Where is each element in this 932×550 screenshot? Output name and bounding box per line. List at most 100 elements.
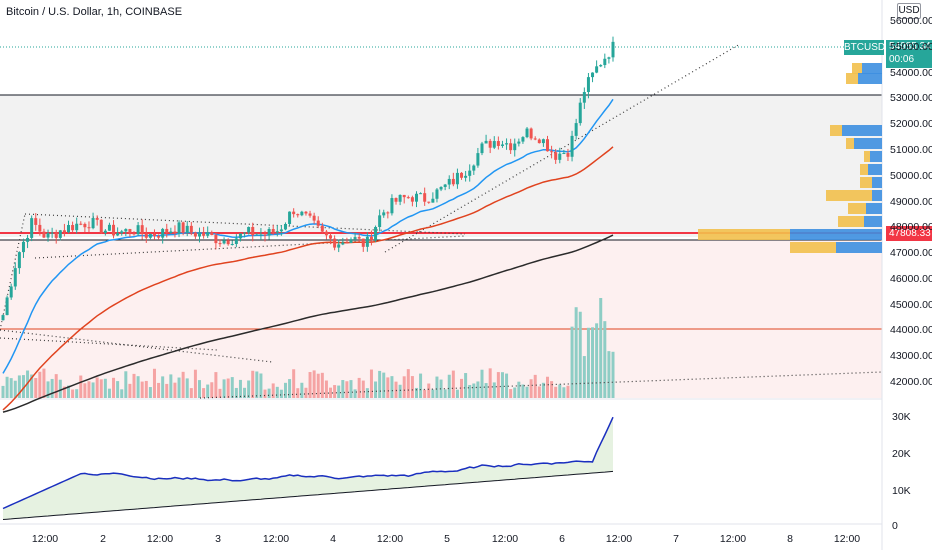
candle-body [341, 242, 345, 245]
volume-bar [267, 388, 271, 398]
price-tick: 55000.00 [890, 40, 932, 53]
candle-body [329, 235, 333, 239]
volume-bar [562, 387, 566, 398]
candle-body [46, 233, 50, 238]
volume-bar [243, 387, 247, 398]
volume-bar [414, 387, 418, 398]
candle-body [107, 224, 111, 231]
volume-bar [189, 388, 193, 398]
volume-bar [193, 369, 197, 398]
profile-bar-sell [860, 164, 868, 175]
volume-bar [308, 372, 312, 398]
obv-line [2, 416, 614, 510]
volume-bar [349, 380, 353, 398]
candle-body [54, 232, 58, 238]
time-tick: 5 [444, 533, 450, 545]
volume-bar [595, 323, 599, 398]
candle-body [263, 234, 267, 236]
volume-bar [374, 381, 378, 398]
candle-body [419, 193, 423, 195]
volume-bar [5, 376, 9, 398]
candle-body [402, 194, 406, 198]
candle-body [103, 230, 107, 233]
candle-body [513, 143, 517, 151]
volume-bar [533, 374, 537, 398]
volume-bar [394, 381, 398, 398]
candle-body [75, 223, 79, 231]
volume-bar [218, 388, 222, 398]
trend-lines[interactable] [0, 43, 883, 399]
candle-body [42, 231, 46, 238]
candle-body [517, 141, 521, 144]
candle-body [210, 232, 214, 235]
candle-body [152, 234, 156, 237]
candle-body [234, 238, 238, 244]
volume-bar [226, 378, 230, 398]
volume-bar [525, 386, 529, 398]
volume-bar [345, 381, 349, 398]
volume-bar [161, 376, 165, 398]
profile-bar-sell [790, 242, 836, 253]
bar-countdown: 00:06 [889, 54, 915, 65]
candle-body [558, 153, 562, 160]
price-tick: 47000.00 [890, 247, 932, 260]
candle-body [177, 222, 181, 234]
volume-bar [611, 351, 615, 398]
volume-bar [67, 385, 71, 398]
volume-profile [698, 63, 882, 253]
time-tick: 8 [787, 533, 793, 545]
volume-bar [357, 377, 361, 398]
volume-bar [30, 374, 34, 398]
candle-body [394, 198, 398, 202]
ema-slow-line [2, 234, 614, 413]
volume-bar [517, 381, 521, 398]
candle-body [21, 241, 25, 253]
candle-body [525, 128, 529, 138]
volume-bar [304, 387, 308, 398]
candle-body [595, 66, 599, 73]
candle-body [374, 226, 378, 241]
candle-body [386, 212, 390, 214]
volume-bar [312, 370, 316, 398]
price-tick: 51000.00 [890, 143, 932, 156]
pink-range-zone [0, 240, 882, 398]
volume-bar [99, 379, 103, 398]
profile-bar-sell [846, 138, 854, 149]
candle-body [169, 231, 173, 233]
volume-bar [58, 379, 62, 398]
volume-bar [554, 386, 558, 398]
volume-bar [62, 386, 66, 398]
volume-bar [34, 378, 38, 398]
profile-bar-buy [842, 125, 882, 136]
candle-body [296, 214, 300, 216]
volume-bar [185, 378, 189, 398]
time-tick: 4 [330, 533, 336, 545]
time-tick: 12:00 [605, 533, 633, 545]
ema-mid-line [2, 146, 614, 411]
osc-tick: 30K [892, 411, 911, 423]
profile-bar-sell [826, 190, 872, 201]
candle-body [607, 57, 611, 59]
volume-bar [95, 377, 99, 398]
price-tick: 50000.00 [890, 169, 932, 182]
candle-body [574, 123, 578, 136]
candle-body [173, 231, 177, 234]
trend-line [24, 213, 466, 235]
candle-body [251, 227, 255, 236]
volume-bar [591, 327, 595, 398]
candle-body [410, 197, 414, 202]
profile-bar-sell [838, 216, 864, 227]
candle-body [353, 237, 357, 240]
candle-body [476, 153, 480, 166]
volume-bar [447, 374, 451, 398]
price-tick: 54000.00 [890, 66, 932, 79]
currency-button[interactable]: USD [897, 3, 921, 19]
candle-body [38, 224, 42, 232]
price-tick: 44000.00 [890, 324, 932, 337]
volume-bar [505, 373, 509, 398]
volume-bar [169, 374, 173, 398]
candle-body [83, 223, 87, 228]
volume-bar [177, 377, 181, 398]
